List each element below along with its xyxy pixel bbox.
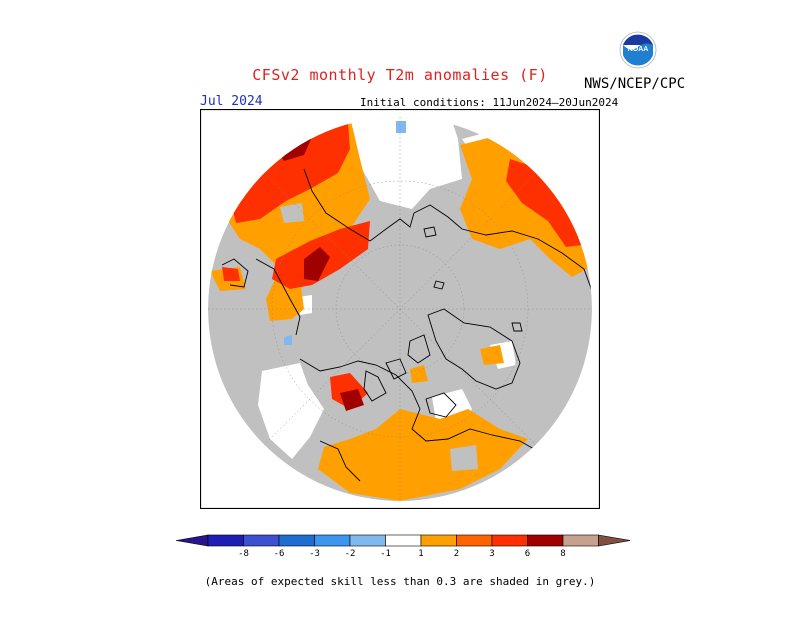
colorbar-under-arrow (175, 534, 209, 547)
colorbar-bin (491, 534, 528, 547)
very-strong-warm-anomaly-region (304, 247, 330, 281)
low-skill-grey-area (474, 255, 500, 279)
colorbar-bin (278, 534, 315, 547)
colorbar-tick-label: 6 (525, 549, 530, 558)
warm-anomaly-region (480, 345, 504, 365)
colorbar-bin (420, 534, 457, 547)
graticule (208, 117, 592, 501)
colorbar-bin (314, 534, 351, 547)
logo-text: NOAA (628, 46, 649, 53)
colorbar-tick-label: -1 (380, 549, 391, 558)
map-frame (200, 109, 600, 509)
skill-footnote: (Areas of expected skill less than 0.3 a… (204, 575, 596, 588)
initial-conditions: Initial conditions: 11Jun2024–20Jun2024 (360, 96, 619, 109)
strong-warm-anomaly-region (506, 159, 582, 247)
anomaly-map (200, 109, 600, 509)
low-skill-grey-area (450, 445, 478, 471)
colorbar-bin (562, 534, 599, 547)
noaa-logo-icon: NOAA (619, 31, 657, 69)
very-strong-warm-anomaly-region (340, 389, 364, 411)
colorbar-legend: -8 -6 -3 -2 -1 1 2 3 6 8 (175, 534, 630, 558)
strong-warm-anomaly-region (222, 267, 240, 281)
strong-warm-anomaly-region (230, 121, 350, 223)
valid-month: Jul 2024 (200, 94, 263, 109)
colorbar-tick-label: 2 (454, 549, 459, 558)
colorbar-tick-label: 1 (418, 549, 423, 558)
low-skill-grey-area (280, 203, 304, 223)
cool-anomaly-region (396, 121, 406, 133)
colorbar-bin (385, 534, 422, 547)
colorbar-over-arrow (598, 534, 630, 547)
warm-anomaly-region (410, 365, 428, 383)
colorbar-tick-label: -3 (309, 549, 320, 558)
neutral-region (258, 363, 324, 459)
warm-anomaly-region (318, 409, 528, 501)
colorbar-bin (527, 534, 564, 547)
colorbar-tick-label: -2 (345, 549, 356, 558)
organization-label: NWS/NCEP/CPC (584, 76, 686, 92)
colorbar-bin (207, 534, 244, 547)
colorbar-tick-label: -8 (238, 549, 249, 558)
chart-title: CFSv2 monthly T2m anomalies (F) (252, 66, 548, 84)
coastlines (221, 168, 592, 482)
colorbar-tick-label: -6 (274, 549, 285, 558)
colorbar-bin (349, 534, 386, 547)
colorbar-bin (243, 534, 280, 547)
colorbar-bin (456, 534, 493, 547)
colorbar-tick-label: 8 (560, 549, 565, 558)
cool-anomaly-region (284, 335, 292, 345)
colorbar-tick-label: 3 (489, 549, 494, 558)
